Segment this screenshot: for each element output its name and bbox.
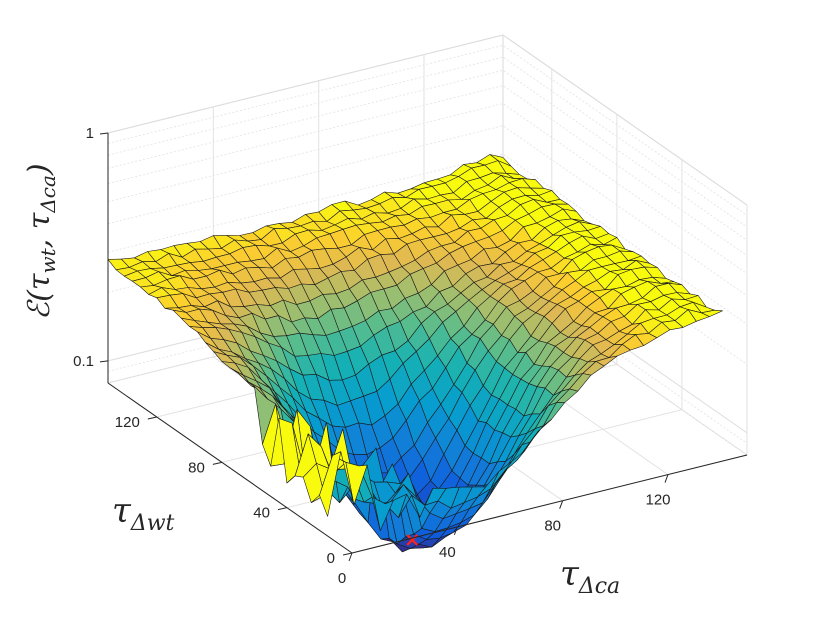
z-axis-label-sub1: wt [36,247,60,273]
x-tick-label: 80 [544,518,561,535]
z-grid-line [107,272,748,444]
y-axis-label-main: τ [112,491,132,531]
y-tick-label: 120 [115,414,140,431]
z-grid-line [107,284,748,456]
x-axis-label-sub: Δca [578,574,620,599]
y-tick [212,461,222,465]
y-tick-label: 40 [253,505,270,522]
z-grid-line [107,34,748,206]
marker-layer [406,534,419,546]
z-grid-line [107,69,748,241]
z-axis-label-close: ) [22,163,57,176]
z-axis-label-tau2: τ [22,212,57,229]
y-tick [277,507,288,511]
z-grid-line [107,125,748,297]
y-tick [342,552,353,556]
surface-mesh [107,154,723,553]
y-tick-label: 0 [327,550,335,567]
y-axis-line [107,382,353,554]
minimum-marker [406,534,419,546]
y-tick [147,416,157,420]
x-axis-line [351,454,748,554]
z-axis-label-tau1: τ [22,273,57,290]
surface-patch [319,451,342,517]
x-tick-label: 0 [338,570,346,587]
z-grid-line [107,56,748,228]
x-tick [559,500,564,509]
z-tick-label: 1 [86,125,94,142]
z-tick [99,360,109,363]
z-axis-label-sub2: Δca [36,175,60,214]
x-tick-label: 120 [645,492,670,509]
x-axis-label-main: τ [560,554,580,594]
x-tick-label: 40 [439,544,456,561]
z-grid-line [107,153,748,325]
z-tick-label: 0.1 [73,353,94,370]
x-tick [348,552,353,562]
z-axis-label-main: ℰ( [22,289,57,320]
x-axis-label: τΔca [560,554,620,599]
tick-marks: 0 40 80 120 0 40 80 120 0.1 1 [73,125,748,587]
y-tick-label: 80 [188,459,205,476]
z-grid-line [107,44,748,216]
x-tick [664,474,669,483]
z-axis-label-comma: , [22,229,57,248]
z-grid-line [107,103,748,275]
y-axis-label: τΔwt [112,491,175,536]
z-axis-label: ℰ(τwt, τΔca) [22,163,60,320]
x-tick [453,526,458,536]
y-axis-label-sub: Δwt [130,511,175,536]
z-tick [99,132,109,135]
z-grid-line [107,85,748,257]
